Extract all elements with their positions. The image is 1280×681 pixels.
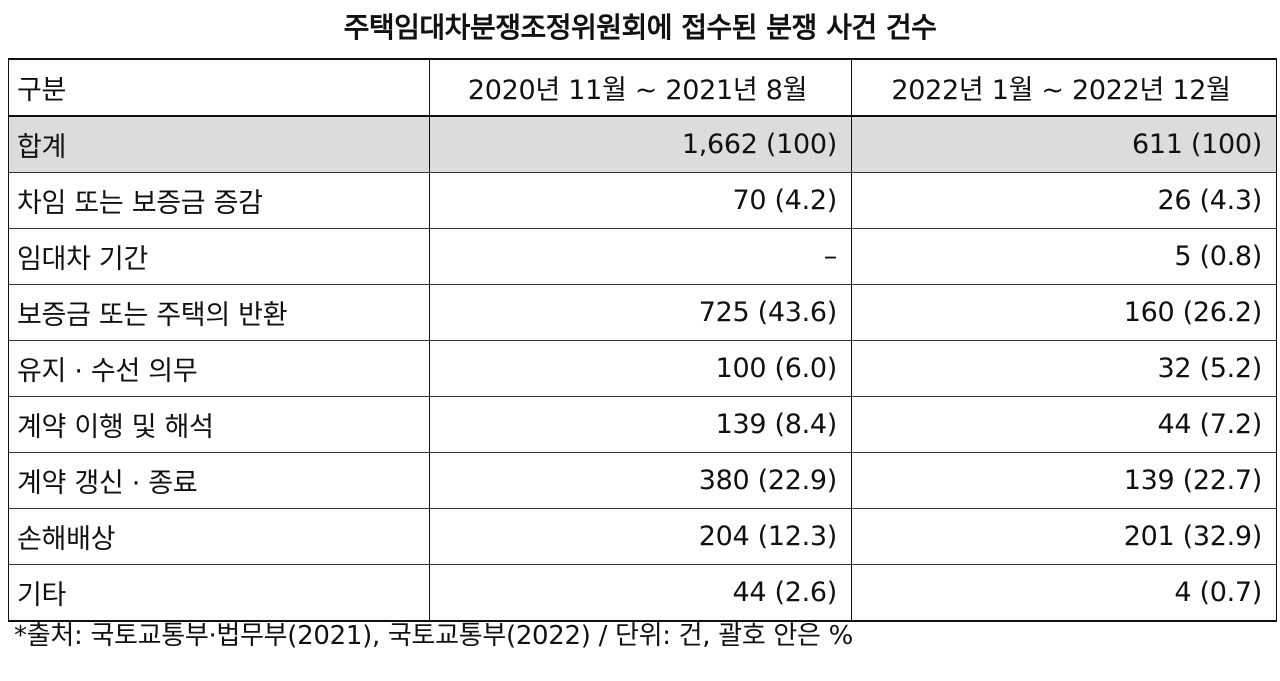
header-period-1: 2020년 11월 ~ 2021년 8월 xyxy=(429,58,852,117)
header-period-2: 2022년 1월 ~ 2022년 12월 xyxy=(851,58,1277,117)
table-header-row: 구분 2020년 11월 ~ 2021년 8월 2022년 1월 ~ 2022년… xyxy=(8,58,1277,117)
table-row: 유지 · 수선 의무 100 (6.0) 32 (5.2) xyxy=(8,340,1277,397)
row-label: 계약 갱신 · 종료 xyxy=(8,452,430,509)
row-label: 유지 · 수선 의무 xyxy=(8,340,430,397)
table-row-total: 합계 1,662 (100) 611 (100) xyxy=(8,116,1277,173)
header-category: 구분 xyxy=(8,58,430,117)
row-label: 보증금 또는 주택의 반환 xyxy=(8,284,430,341)
cell-period-2: 5 (0.8) xyxy=(851,228,1277,285)
row-label: 계약 이행 및 해석 xyxy=(8,396,430,453)
cell-period-2: 160 (26.2) xyxy=(851,284,1277,341)
cell-period-1: 44 (2.6) xyxy=(429,564,852,622)
cell-period-2: 611 (100) xyxy=(851,116,1277,173)
dispute-cases-table: 구분 2020년 11월 ~ 2021년 8월 2022년 1월 ~ 2022년… xyxy=(8,58,1277,622)
cell-period-2: 26 (4.3) xyxy=(851,172,1277,229)
cell-period-2: 201 (32.9) xyxy=(851,508,1277,565)
source-note: *출처: 국토교통부·법무부(2021), 국토교통부(2022) / 단위: … xyxy=(14,621,854,651)
table-row: 보증금 또는 주택의 반환 725 (43.6) 160 (26.2) xyxy=(8,284,1277,341)
cell-period-1: 1,662 (100) xyxy=(429,116,852,173)
cell-period-1: 204 (12.3) xyxy=(429,508,852,565)
cell-period-2: 44 (7.2) xyxy=(851,396,1277,453)
table-row: 계약 이행 및 해석 139 (8.4) 44 (7.2) xyxy=(8,396,1277,453)
cell-period-1: 70 (4.2) xyxy=(429,172,852,229)
row-label: 차임 또는 보증금 증감 xyxy=(8,172,430,229)
table-row: 차임 또는 보증금 증감 70 (4.2) 26 (4.3) xyxy=(8,172,1277,229)
cell-period-1: 380 (22.9) xyxy=(429,452,852,509)
cell-period-2: 32 (5.2) xyxy=(851,340,1277,397)
cell-period-1: 725 (43.6) xyxy=(429,284,852,341)
cell-period-1: 100 (6.0) xyxy=(429,340,852,397)
table-row: 손해배상 204 (12.3) 201 (32.9) xyxy=(8,508,1277,565)
row-label: 임대차 기간 xyxy=(8,228,430,285)
cell-period-2: 139 (22.7) xyxy=(851,452,1277,509)
row-label: 합계 xyxy=(8,116,430,173)
table-row: 임대차 기간 – 5 (0.8) xyxy=(8,228,1277,285)
table-title: 주택임대차분쟁조정위원회에 접수된 분쟁 사건 건수 xyxy=(343,11,937,44)
row-label: 손해배상 xyxy=(8,508,430,565)
table-row: 기타 44 (2.6) 4 (0.7) xyxy=(8,564,1277,622)
row-label: 기타 xyxy=(8,564,430,622)
cell-period-1: 139 (8.4) xyxy=(429,396,852,453)
cell-period-1: – xyxy=(429,228,852,285)
table-row: 계약 갱신 · 종료 380 (22.9) 139 (22.7) xyxy=(8,452,1277,509)
cell-period-2: 4 (0.7) xyxy=(851,564,1277,622)
